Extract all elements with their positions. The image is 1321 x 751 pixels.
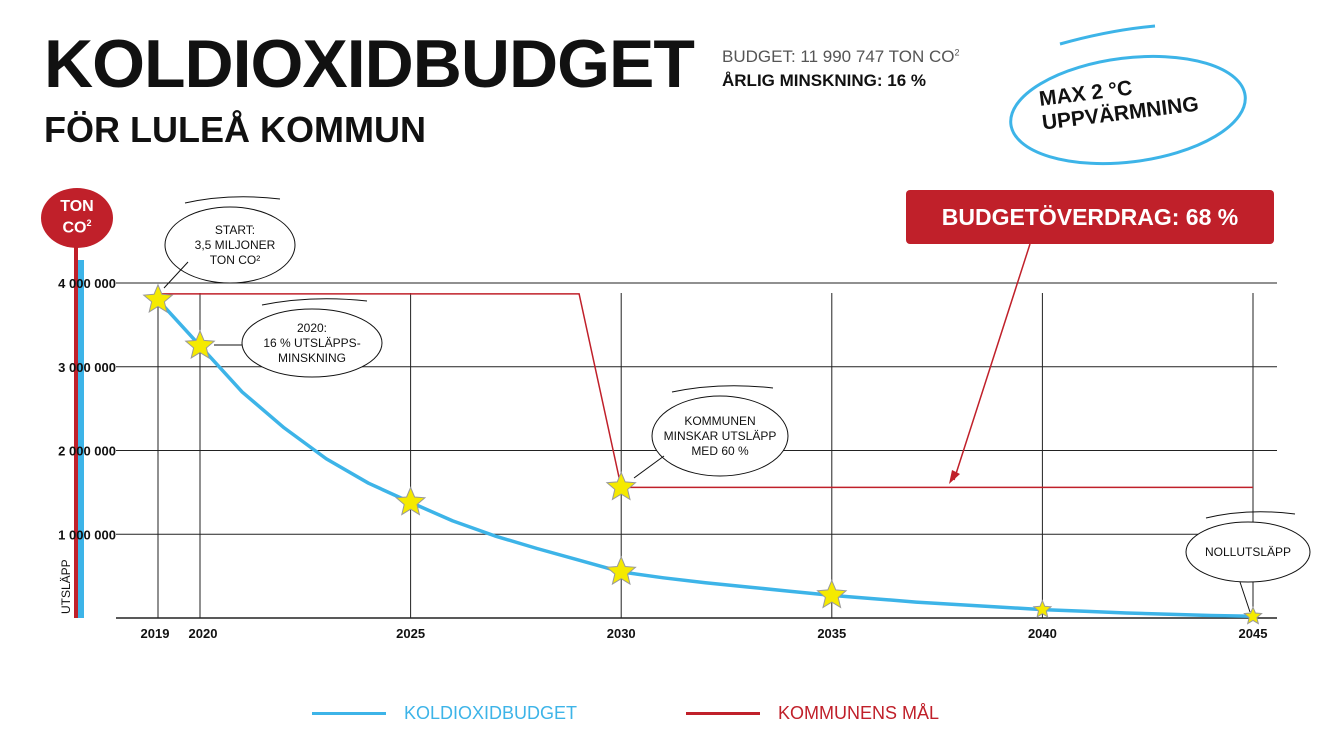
annotation-pointer [633,455,665,479]
x-tick-label: 2030 [607,626,636,641]
x-tick-label: 2035 [817,626,846,641]
annotation-text: 3,5 MILJONER [195,238,276,252]
annotation-text: TON CO² [210,253,260,267]
annotation-text: MED 60 % [691,444,749,458]
annotation-scribble [184,196,281,204]
annotation-text: 16 % UTSLÄPPS- [263,336,360,350]
annotation-pointer [1239,581,1251,613]
star-marker [816,579,848,609]
page-subtitle: FÖR LULEÅ KOMMUN [44,109,426,150]
annotation-scribble [261,298,368,306]
overrun-pointer [953,243,1031,481]
star-marker [1243,606,1263,625]
markers [142,283,1263,625]
annual-reduction: ÅRLIG MINSKNING: 16 % [722,71,927,90]
legend-swatch-budget [312,712,386,715]
x-tick-label: 2019 [141,626,170,641]
annotation-scribble [671,385,774,393]
unit-badge-sup: 2 [86,218,92,229]
legend-item-goal: KOMMUNENS MÅL [686,703,939,724]
y-axis-label: UTSLÄPP [59,559,73,614]
y-tick-label: 3 000 000 [58,360,116,375]
unit-badge: TON CO2 [41,188,113,248]
annotation-bubble [164,206,296,284]
annotation-bubble [651,395,789,477]
legend-label-goal: KOMMUNENS MÅL [778,703,940,723]
x-tick-label: 2045 [1239,626,1268,641]
unit-badge-co: CO [62,219,87,237]
budget-total-text: BUDGET: 11 990 747 TON CO [722,47,955,66]
y-axis-bar-red [74,240,78,618]
annotation-text: MINSKAR UTSLÄPP [664,429,777,443]
unit-badge-line2: CO2 [62,215,91,236]
star-marker [605,555,637,586]
y-tick-label: 1 000 000 [58,527,116,542]
budget-total-sup: 2 [954,47,960,58]
annotation-pointer [163,261,189,289]
star-marker [395,486,427,516]
star-marker [605,471,637,501]
max-badge-circle [1009,54,1247,166]
page-title: KOLDIOXIDBUDGET [44,26,695,102]
star-marker [142,283,174,313]
budget-overrun-badge: BUDGETÖVERDRAG: 68 % [906,190,1274,244]
star-marker [1032,599,1053,618]
star-marker [184,329,216,359]
legend-item-budget: KOLDIOXIDBUDGET [312,703,577,724]
y-tick-label: 4 000 000 [58,276,116,291]
y-axis-bar-blue [78,260,84,618]
overrun-pointer-head [949,470,960,484]
legend-label-budget: KOLDIOXIDBUDGET [404,703,578,723]
annotation-text: KOMMUNEN [684,414,755,428]
x-tick-label: 2020 [189,626,218,641]
annotation-bubble [1185,521,1311,583]
x-tick-label: 2025 [396,626,425,641]
series-line-goal [158,293,1253,489]
annotation-bubble [241,308,383,378]
y-ticks: 1 000 000 2 000 000 3 000 000 4 000 000 [58,276,116,542]
legend-swatch-goal [686,712,760,715]
max-badge-scribble [1059,24,1156,46]
series [156,293,1254,619]
annotation-text: MINSKNING [278,351,346,365]
annotation-text: NOLLUTSLÄPP [1205,545,1291,559]
unit-badge-line1: TON [60,198,94,216]
annotation-scribble [1205,511,1296,519]
budget-total: BUDGET: 11 990 747 TON CO2 [722,47,959,67]
y-tick-label: 2 000 000 [58,444,116,459]
annotation-text: 2020: [297,321,327,335]
annotation-text: START: [215,223,255,237]
x-tick-label: 2040 [1028,626,1057,641]
x-ticks: 2019 2020 2025 2030 2035 2040 2045 [141,626,1268,641]
grid [116,282,1277,619]
series-line-budget [156,298,1254,619]
